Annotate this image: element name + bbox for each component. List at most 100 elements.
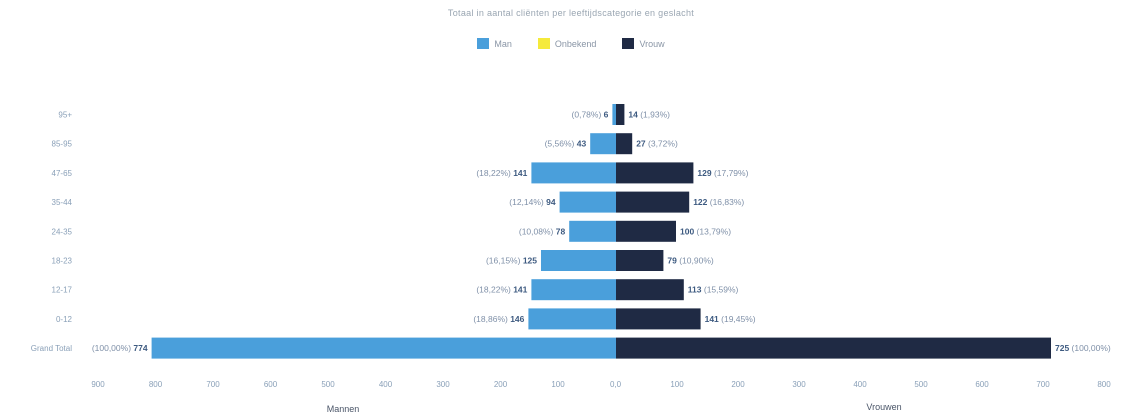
data-label-man-value: 146 bbox=[510, 314, 524, 324]
x-tick-label-right: 300 bbox=[792, 380, 806, 389]
x-tick-label-right: 100 bbox=[670, 380, 684, 389]
data-label-vrouw-value: 129 bbox=[697, 168, 714, 178]
data-label-vrouw-percent: (10,90%) bbox=[679, 256, 714, 266]
legend-item-onbekend[interactable]: Onbekend bbox=[537, 38, 597, 49]
legend-label-onbekend: Onbekend bbox=[554, 38, 597, 49]
chart-title: Totaal in aantal cliënten per leeftijdsc… bbox=[447, 8, 695, 18]
category-label: 12-17 bbox=[52, 286, 73, 295]
bar-man bbox=[569, 220, 616, 242]
legend-label-man: Man bbox=[494, 38, 512, 49]
data-label-man: (100,00%) 774 bbox=[92, 343, 148, 353]
x-axis-label-right: Vrouwen bbox=[866, 402, 901, 412]
bar-vrouw bbox=[616, 337, 1051, 359]
category-label: 85-95 bbox=[52, 140, 73, 149]
x-tick-label-right: 800 bbox=[1097, 380, 1111, 389]
category-label: 47-65 bbox=[52, 169, 73, 178]
bar-man bbox=[151, 337, 616, 359]
x-tick-label-left: 800 bbox=[149, 380, 163, 389]
x-tick-label-right: 600 bbox=[975, 380, 989, 389]
category-label: 95+ bbox=[58, 111, 72, 120]
bar-man bbox=[612, 104, 616, 125]
legend-item-vrouw[interactable]: Vrouw bbox=[622, 38, 665, 49]
data-label-man-percent: (16,15%) bbox=[486, 256, 523, 266]
bar-vrouw bbox=[616, 162, 694, 184]
data-label-man-value: 43 bbox=[577, 139, 587, 149]
category-label: 35-44 bbox=[52, 198, 73, 207]
bar-man bbox=[559, 191, 616, 213]
data-label-man: (0,78%) 6 bbox=[572, 110, 609, 120]
x-tick-label-left: 900 bbox=[91, 380, 105, 389]
data-label-vrouw-percent: (3,72%) bbox=[648, 139, 678, 149]
data-label-vrouw-percent: (19,45%) bbox=[721, 314, 756, 324]
data-label-man: (18,22%) 141 bbox=[476, 168, 527, 178]
legend-swatch-vrouw bbox=[622, 38, 635, 49]
bar-man bbox=[590, 133, 616, 155]
data-label-vrouw: 129 (17,79%) bbox=[697, 168, 748, 178]
bar-man bbox=[528, 308, 616, 330]
data-label-vrouw-value: 725 bbox=[1055, 343, 1072, 353]
data-label-man-value: 774 bbox=[133, 343, 147, 353]
category-label: Grand Total bbox=[31, 344, 72, 353]
data-label-man: (10,08%) 78 bbox=[519, 226, 566, 236]
data-label-man-percent: (0,78%) bbox=[572, 110, 604, 120]
x-tick-label-left: 500 bbox=[321, 380, 335, 389]
data-label-vrouw-percent: (13,79%) bbox=[697, 226, 732, 236]
bar-vrouw bbox=[616, 220, 676, 242]
data-label-vrouw-value: 27 bbox=[636, 139, 648, 149]
data-label-vrouw-percent: (17,79%) bbox=[714, 168, 749, 178]
legend-swatch-onbekend bbox=[537, 38, 550, 49]
data-label-man-percent: (18,86%) bbox=[473, 314, 510, 324]
x-tick-label-left: 400 bbox=[379, 380, 393, 389]
data-label-man-percent: (18,22%) bbox=[476, 285, 513, 295]
x-tick-label-left: 100 bbox=[551, 380, 565, 389]
data-label-vrouw-percent: (100,00%) bbox=[1072, 343, 1111, 353]
data-label-vrouw: 113 (15,59%) bbox=[688, 285, 739, 295]
data-label-man: (18,22%) 141 bbox=[476, 285, 527, 295]
category-label: 18-23 bbox=[52, 257, 73, 266]
x-tick-label-right: 700 bbox=[1036, 380, 1050, 389]
data-label-man: (16,15%) 125 bbox=[486, 256, 537, 266]
x-tick-label-left: 600 bbox=[264, 380, 278, 389]
data-label-man: (12,14%) 94 bbox=[509, 197, 556, 207]
x-tick-label-left: 200 bbox=[494, 380, 508, 389]
data-label-vrouw: 79 (10,90%) bbox=[667, 256, 713, 266]
data-label-vrouw-value: 122 bbox=[693, 197, 710, 207]
data-label-vrouw-percent: (1,93%) bbox=[640, 110, 670, 120]
data-label-vrouw: 27 (3,72%) bbox=[636, 139, 678, 149]
legend: Man Onbekend Vrouw bbox=[0, 38, 1142, 49]
bar-man bbox=[531, 279, 616, 301]
data-label-man-percent: (18,22%) bbox=[476, 168, 513, 178]
data-label-vrouw-value: 113 bbox=[688, 285, 704, 295]
data-label-vrouw: 14 (1,93%) bbox=[628, 110, 670, 120]
data-label-vrouw-value: 79 bbox=[667, 256, 679, 266]
bar-vrouw bbox=[616, 104, 625, 125]
data-label-man-value: 6 bbox=[604, 110, 609, 120]
category-label: 0-12 bbox=[56, 315, 73, 324]
data-label-vrouw-value: 141 bbox=[705, 314, 722, 324]
data-label-man-value: 125 bbox=[523, 256, 537, 266]
bar-vrouw bbox=[616, 279, 684, 301]
bar-vrouw bbox=[616, 133, 633, 155]
x-tick-label-left: 300 bbox=[436, 380, 450, 389]
data-label-man-percent: (12,14%) bbox=[509, 197, 546, 207]
data-label-vrouw: 725 (100,00%) bbox=[1055, 343, 1111, 353]
x-axis-label-left: Mannen bbox=[327, 404, 360, 414]
bar-vrouw bbox=[616, 191, 690, 213]
x-tick-label-left: 0,0 bbox=[610, 380, 622, 389]
data-label-vrouw-percent: (16,83%) bbox=[710, 197, 745, 207]
category-label: 24-35 bbox=[52, 227, 73, 236]
x-tick-label-right: 200 bbox=[731, 380, 745, 389]
legend-item-man[interactable]: Man bbox=[477, 38, 512, 49]
data-label-man-value: 141 bbox=[513, 168, 527, 178]
data-label-man-percent: (100,00%) bbox=[92, 343, 134, 353]
data-label-vrouw: 141 (19,45%) bbox=[705, 314, 756, 324]
x-tick-label-left: 700 bbox=[206, 380, 220, 389]
data-label-man-value: 78 bbox=[556, 226, 566, 236]
data-label-vrouw-value: 14 bbox=[628, 110, 640, 120]
legend-swatch-man bbox=[477, 38, 490, 49]
data-label-man: (5,56%) 43 bbox=[545, 139, 587, 149]
data-label-vrouw: 100 (13,79%) bbox=[680, 226, 731, 236]
data-label-vrouw-value: 100 bbox=[680, 226, 697, 236]
